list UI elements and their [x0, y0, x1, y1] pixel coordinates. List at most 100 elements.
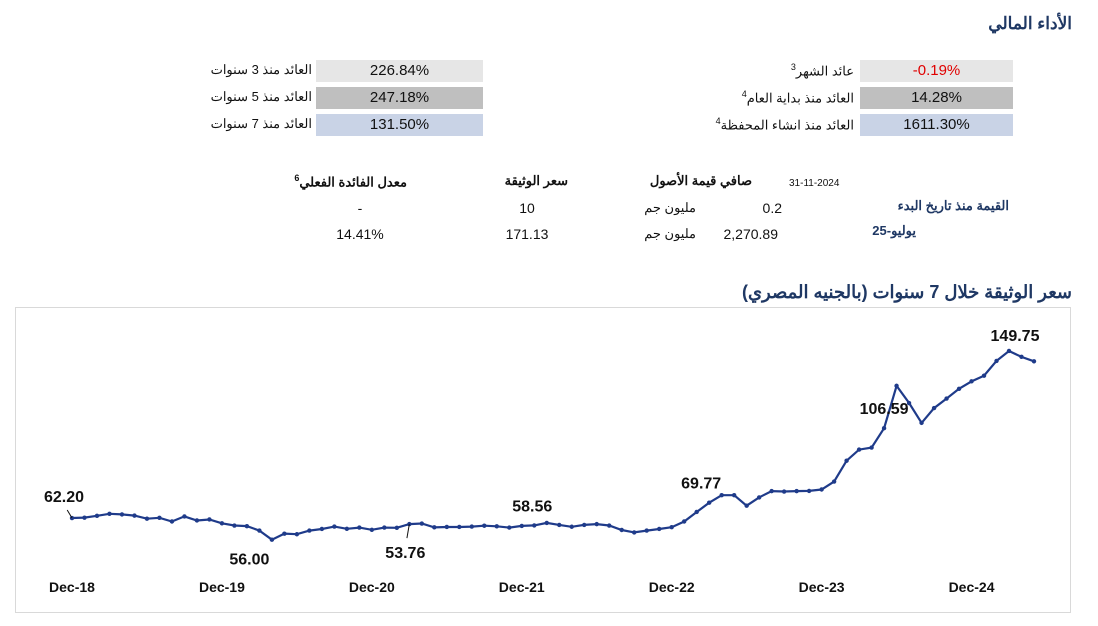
inception-return-label: العائد منذ انشاء المحفظة4: [716, 116, 854, 133]
data-point: [144, 516, 150, 521]
footnote-4b: 4: [715, 116, 721, 126]
data-point: [919, 420, 924, 426]
data-point: [769, 488, 774, 494]
data-point: [1031, 359, 1037, 364]
data-label: 69.77: [681, 476, 721, 493]
data-point: [119, 512, 125, 517]
return-5y-value: 247.18%: [316, 87, 483, 109]
data-point: [607, 523, 612, 528]
data-point: [169, 519, 175, 524]
data-point: [207, 517, 212, 522]
price-current-value: 171.13: [505, 226, 549, 242]
data-point: [619, 527, 624, 533]
data-point: [519, 523, 524, 529]
data-point: [82, 515, 87, 520]
data-point: [332, 524, 337, 529]
data-point: [432, 525, 437, 530]
data-point: [282, 531, 287, 536]
data-point: [257, 528, 262, 533]
chart-area: Dec-18 Dec-19 Dec-20 Dec-21 Dec-22 Dec-23 Dec-…: [15, 307, 1071, 613]
data-point: [132, 513, 137, 518]
rate-current-value: 14.41%: [336, 226, 384, 242]
data-point: [694, 509, 699, 515]
data-point: [307, 528, 312, 533]
data-point: [869, 445, 874, 450]
row-label-date: يوليو-25: [872, 223, 916, 238]
data-point: [894, 383, 899, 389]
x-tick-label: Dec-23: [799, 579, 845, 595]
data-point: [444, 524, 450, 530]
data-point: [394, 525, 400, 530]
inception-return-value: 1611.30%: [860, 114, 1013, 136]
nav-current-unit: مليون جم: [644, 226, 696, 241]
data-point: [981, 373, 987, 378]
data-point: [469, 524, 474, 529]
data-point: [369, 527, 375, 532]
x-tick-label: Dec-21: [499, 579, 545, 595]
data-point: [344, 526, 350, 531]
data-point: [157, 515, 162, 521]
price-header: سعر الوثيقة: [504, 173, 568, 188]
data-point: [494, 524, 499, 529]
data-point: [994, 358, 999, 364]
data-label: 106.59: [860, 401, 909, 418]
data-point: [644, 528, 649, 533]
data-point: [956, 386, 962, 392]
data-label: 58.56: [512, 498, 552, 515]
nav-current-value: 2,270.89: [723, 226, 779, 242]
data-point: [632, 530, 637, 535]
page-title: الأداء المالي: [988, 14, 1072, 33]
data-point: [94, 513, 100, 519]
footnote-6: 6: [294, 173, 300, 183]
x-tick-label: Dec-24: [949, 579, 995, 595]
data-point: [744, 503, 749, 508]
data-point: [482, 523, 487, 528]
x-tick-label: Dec-22: [649, 579, 695, 595]
data-point: [831, 479, 837, 484]
price-inception-value: 10: [519, 200, 535, 216]
data-point: [532, 523, 537, 528]
data-point: [194, 518, 200, 523]
footnote-4: 4: [741, 89, 747, 99]
ytd-return-label-text: العائد منذ بداية العام: [746, 90, 854, 106]
data-point: [794, 488, 799, 494]
data-label: 56.00: [229, 552, 269, 569]
data-point: [357, 525, 362, 530]
data-point: [219, 521, 225, 526]
data-point: [544, 520, 549, 526]
row-label-inception: القيمة منذ تاريخ البدء: [897, 198, 1009, 213]
data-point: [969, 379, 974, 384]
annotation-leader: [406, 524, 410, 539]
data-point: [944, 396, 949, 401]
data-point: [382, 525, 387, 530]
data-point: [856, 447, 862, 452]
x-tick-label: Dec-18: [49, 579, 95, 595]
data-point: [244, 523, 250, 529]
month-return-value: -0.19%: [860, 60, 1013, 82]
price-series-line: [71, 349, 1035, 541]
stats-date: 31-11-2024: [789, 178, 840, 189]
data-point: [582, 522, 587, 528]
data-point: [669, 524, 674, 530]
data-point: [232, 523, 237, 528]
ytd-return-label: العائد منذ بداية العام4: [742, 89, 854, 106]
data-point: [731, 492, 737, 498]
x-tick-label: Dec-19: [199, 579, 245, 595]
data-point: [107, 511, 112, 516]
data-point: [719, 492, 724, 498]
data-label: 53.76: [385, 545, 425, 562]
rate-inception-value: -: [357, 200, 363, 216]
return-7y-value: 131.50%: [316, 114, 483, 136]
data-label: 149.75: [991, 328, 1040, 345]
data-point: [881, 425, 887, 431]
data-point: [906, 400, 912, 406]
data-point: [419, 521, 425, 526]
data-point: [557, 522, 562, 528]
data-point: [781, 489, 787, 494]
data-point: [1006, 348, 1012, 354]
data-point: [507, 525, 512, 530]
data-point: [319, 526, 325, 532]
data-point: [844, 458, 849, 463]
return-3y-value: 226.84%: [316, 60, 483, 82]
data-point: [931, 405, 937, 411]
